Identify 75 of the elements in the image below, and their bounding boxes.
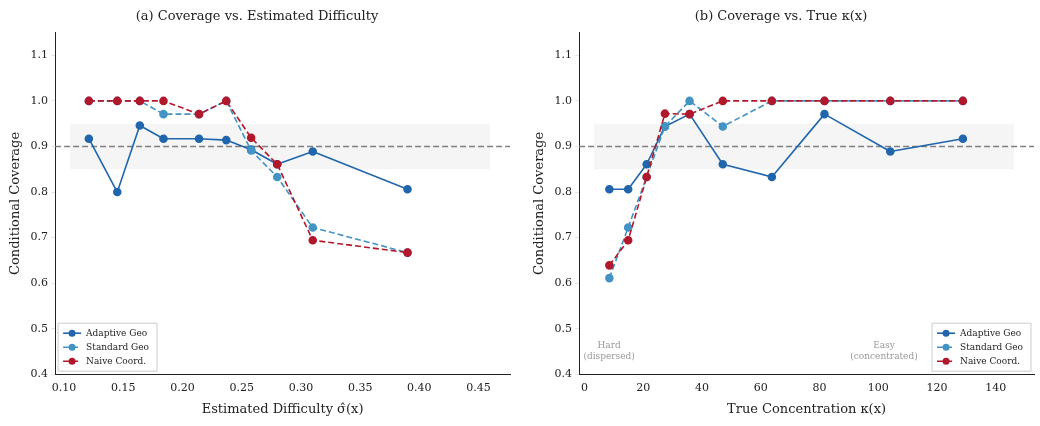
y-tick-label: 0.9 [30,139,49,153]
point [718,96,728,106]
point [221,135,231,145]
legend-label: Standard Geo [86,341,150,352]
point [112,187,122,197]
x-tick-label: 0 [580,380,588,394]
point [159,134,168,144]
point [605,184,614,194]
y-tick-label: 0.6 [554,275,573,289]
point [194,134,204,144]
legend-label: Naive Coord. [960,355,1021,366]
point [308,147,318,156]
point [958,134,968,144]
y-tick-label: 0.7 [554,230,573,244]
x-tick-label: 120 [926,380,948,394]
x-tick-label: 0.20 [170,380,195,394]
x-tick-label: 60 [753,380,768,394]
point [685,96,694,106]
annotation: Easy (concentrated) [850,340,918,362]
y-tick-label: 1.1 [554,48,573,62]
x-tick-label: 0.25 [229,380,254,394]
y-axis-title: Conditional Coverage [531,131,547,275]
point [403,184,412,194]
y-tick-label: 0.6 [30,275,49,289]
point [623,235,633,245]
x-tick-label: 0.45 [466,380,491,394]
point [605,261,614,270]
y-tick-label: 0.4 [30,367,49,381]
x-tick-label: 80 [812,380,827,394]
x-tick-label: 0.10 [51,380,77,394]
legend-label: Adaptive Geo [85,327,148,338]
x-tick-label: 20 [636,380,651,394]
point [718,122,728,131]
point [718,159,728,169]
x-tick-label: 0.30 [288,380,314,394]
legend-label: Standard Geo [960,341,1024,352]
x-tick-label: 0.35 [347,380,373,394]
y-tick-label: 0.5 [554,321,573,335]
point [308,235,318,245]
y-tick-label: 1.0 [30,93,49,107]
y-tick-label: 0.9 [554,139,573,153]
y-tick-label: 0.8 [30,184,49,198]
x-axis-title: Estimated Difficulty σ̂(x) [201,400,364,416]
point [272,172,282,182]
point [159,109,168,119]
point [308,223,318,232]
chart-title: (a) Coverage vs. Estimated Difficulty [135,8,379,24]
annotation: Hard (dispersed) [583,340,635,362]
y-tick-label: 0.4 [554,367,573,381]
point [660,109,670,118]
point [767,172,777,182]
y-tick-label: 1.0 [554,93,573,107]
x-tick-label: 0.15 [110,380,136,394]
point [135,121,145,130]
chart-title: (b) Coverage vs. True κ(x) [694,8,868,24]
y-tick-label: 1.1 [30,48,49,62]
x-axis-title: True Concentration κ(x) [727,400,887,416]
point [820,109,829,119]
legend-label: Adaptive Geo [959,327,1022,338]
y-axis-title: Conditional Coverage [7,131,23,275]
point [886,147,895,156]
x-tick-label: 0.40 [407,380,432,394]
x-tick-label: 40 [694,380,709,394]
point [623,223,633,232]
point [246,133,256,143]
point [605,273,614,283]
point [159,96,168,106]
legend-label: Naive Coord. [86,355,147,366]
y-tick-label: 0.8 [554,184,573,198]
point [84,134,94,144]
y-tick-label: 0.7 [30,230,49,244]
x-tick-label: 140 [985,380,1007,394]
y-tick-label: 0.5 [30,321,49,335]
point [623,184,633,194]
x-tick-label: 100 [867,380,889,394]
